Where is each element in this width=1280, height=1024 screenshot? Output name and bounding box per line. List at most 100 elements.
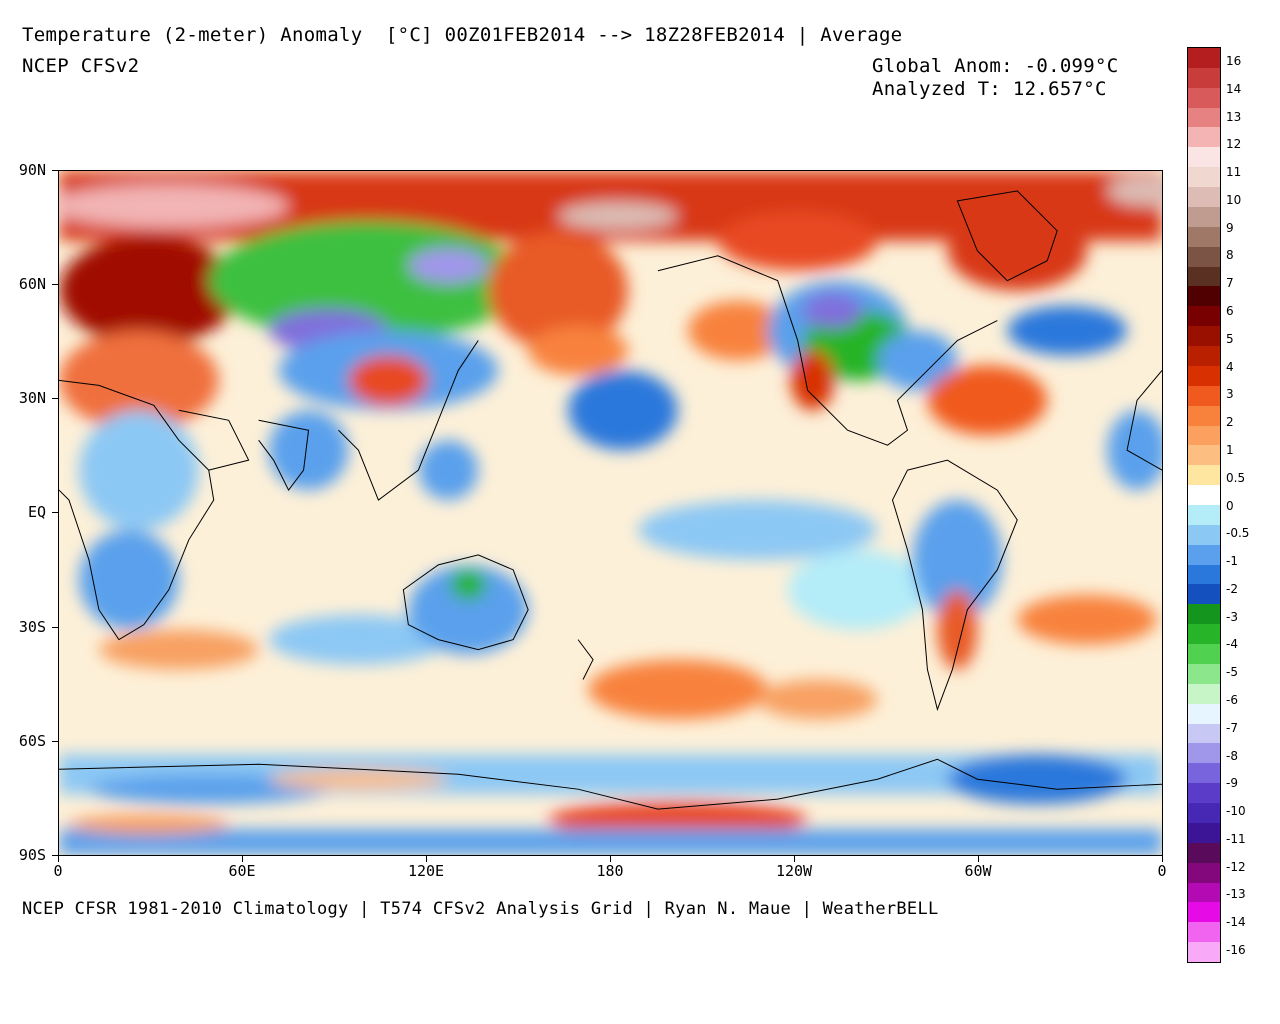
color-legend-label: 6 <box>1226 304 1234 319</box>
color-legend-label: 8 <box>1226 248 1234 263</box>
color-legend-label: -16 <box>1226 943 1246 957</box>
color-legend-cell <box>1188 187 1220 208</box>
global-anomaly-readout: Global Anom: -0.099°C <box>872 55 1119 77</box>
color-legend-cell <box>1188 743 1220 764</box>
color-legend-cell <box>1188 445 1220 466</box>
color-legend-cell <box>1188 544 1220 566</box>
color-legend-bar <box>1187 47 1221 963</box>
lat-tick <box>52 627 58 628</box>
color-legend-cell <box>1188 326 1220 347</box>
lat-tick <box>52 855 58 856</box>
lon-tick <box>978 856 979 862</box>
color-legend-label: 11 <box>1226 165 1242 180</box>
color-legend-label: 14 <box>1226 81 1242 96</box>
lon-tick <box>58 856 59 862</box>
lat-tick <box>52 170 58 171</box>
color-legend-label: 7 <box>1226 276 1234 291</box>
color-legend-label: 2 <box>1226 415 1234 430</box>
color-legend-label: 0.5 <box>1226 470 1246 485</box>
color-legend-cell <box>1188 624 1220 645</box>
color-legend-cell <box>1188 306 1220 327</box>
lat-label-eq: EQ <box>27 503 46 521</box>
color-legend-cell <box>1188 246 1220 268</box>
color-legend-label: -14 <box>1226 915 1246 930</box>
lat-label-60n: 60N <box>18 275 46 293</box>
lon-label-60e: 60E <box>228 862 256 880</box>
color-legend-cell <box>1188 147 1220 168</box>
lat-label-60s: 60S <box>18 732 46 750</box>
color-legend-cell <box>1188 465 1220 486</box>
color-legend-label: 9 <box>1226 220 1234 235</box>
lat-label-90s: 90S <box>18 846 46 864</box>
lon-label-120w: 120W <box>775 862 813 880</box>
color-legend-label: 5 <box>1226 331 1234 346</box>
lon-tick <box>1162 856 1163 862</box>
color-legend-cell <box>1188 127 1220 148</box>
lon-tick <box>242 856 243 862</box>
color-legend-label: -1 <box>1226 554 1238 569</box>
color-legend-cell <box>1188 763 1220 784</box>
color-legend-label: -9 <box>1226 776 1238 791</box>
color-legend-cell <box>1188 505 1220 526</box>
color-legend-label: 12 <box>1226 137 1242 152</box>
color-legend-label: 10 <box>1226 192 1242 207</box>
color-legend-label: 0 <box>1226 498 1234 513</box>
color-legend-cell <box>1188 922 1220 943</box>
lon-label-0-end: 0 <box>1157 862 1167 880</box>
lat-label-30s: 30S <box>18 618 46 636</box>
color-legend-cell <box>1188 485 1220 506</box>
color-legend-cell <box>1188 67 1220 89</box>
color-legend-cell <box>1188 723 1220 744</box>
anomaly-field <box>59 171 1162 855</box>
lat-tick <box>52 512 58 513</box>
lon-tick <box>610 856 611 862</box>
lat-label-30n: 30N <box>18 389 46 407</box>
color-legend-cell <box>1188 842 1220 864</box>
color-legend-label: -7 <box>1226 720 1238 735</box>
lon-label-60w: 60W <box>964 862 992 880</box>
color-legend-cell <box>1188 942 1220 963</box>
color-legend-cell <box>1188 584 1220 605</box>
color-legend-label: -5 <box>1226 665 1238 680</box>
color-legend-cell <box>1188 226 1220 248</box>
color-legend-label: -3 <box>1226 609 1238 624</box>
color-legend-cell <box>1188 882 1220 903</box>
anomaly-map <box>58 170 1163 856</box>
color-legend-cell <box>1188 206 1220 228</box>
color-legend-label: -12 <box>1226 859 1246 874</box>
color-legend-cell <box>1188 107 1220 128</box>
color-legend-label: -11 <box>1226 831 1246 846</box>
color-legend-cell <box>1188 524 1220 546</box>
color-legend-cell <box>1188 167 1220 188</box>
color-legend-cell <box>1188 683 1220 705</box>
color-legend-cell <box>1188 425 1220 446</box>
color-legend-cell <box>1188 365 1220 387</box>
color-legend-label: -10 <box>1226 804 1246 819</box>
color-legend-cell <box>1188 822 1220 844</box>
color-legend-cell <box>1188 564 1220 585</box>
lon-label-180: 180 <box>596 862 624 880</box>
color-legend-label: 4 <box>1226 359 1234 374</box>
lat-tick <box>52 284 58 285</box>
lon-label-0: 0 <box>53 862 63 880</box>
color-legend-cell <box>1188 902 1220 923</box>
credits-footer: NCEP CFSR 1981-2010 Climatology | T574 C… <box>22 899 939 919</box>
map-title: Temperature (2-meter) Anomaly [°C] 00Z01… <box>22 24 903 46</box>
color-legend-cell <box>1188 346 1220 367</box>
color-legend-label: -6 <box>1226 692 1238 707</box>
color-legend-cell <box>1188 266 1220 287</box>
color-legend-label: 13 <box>1226 109 1242 124</box>
color-legend-cell <box>1188 604 1220 625</box>
color-legend-label: 16 <box>1226 54 1242 68</box>
color-legend-cell <box>1188 803 1220 824</box>
color-legend-cell <box>1188 405 1220 426</box>
color-legend-cell <box>1188 644 1220 665</box>
lat-label-90n: 90N <box>18 161 46 179</box>
lat-tick <box>52 398 58 399</box>
color-legend-cell <box>1188 862 1220 883</box>
color-legend-label: -0.5 <box>1226 526 1250 541</box>
lon-tick <box>794 856 795 862</box>
color-legend-label: -2 <box>1226 581 1238 596</box>
color-legend-cell <box>1188 783 1220 804</box>
color-legend-cell <box>1188 663 1220 685</box>
